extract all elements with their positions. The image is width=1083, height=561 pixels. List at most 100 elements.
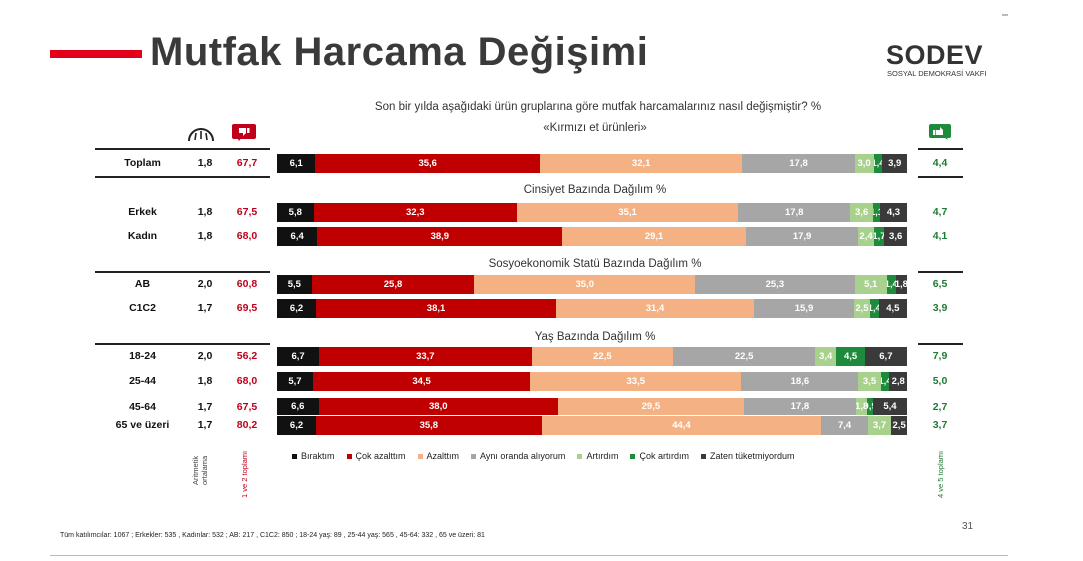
- negative-total: 56,2: [236, 350, 258, 362]
- corner-mark: [1002, 14, 1008, 16]
- bar-segment: 1,8: [855, 398, 868, 415]
- positive-total: 3,9: [932, 302, 948, 314]
- bar-segment: 6,4: [277, 227, 318, 246]
- header-rule-left: [95, 148, 270, 150]
- bar-segment: 35,0: [474, 275, 696, 294]
- row-label: Toplam: [124, 157, 161, 169]
- chart-legend: Bıraktım Çok azalttım Azalttım Aynı oranda …: [292, 449, 795, 463]
- positive-total: 3,7: [932, 419, 948, 431]
- row-label: 25-44: [129, 375, 156, 387]
- bar-segment: 6,1: [277, 154, 316, 173]
- bar-segment: 6,2: [277, 416, 317, 435]
- stacked-bar: 6,638,029,517,81,80,95,4: [277, 398, 907, 415]
- bar-segment: 18,6: [741, 372, 859, 391]
- legend-swatch: [630, 453, 636, 459]
- bar-segment: 35,1: [517, 203, 739, 222]
- group-rule-left: [95, 271, 270, 273]
- legend-item: Artırdım: [577, 449, 618, 463]
- sodev-logo: SODEV SOSYAL DEMOKRASİ VAKFI: [886, 40, 996, 80]
- legend-swatch: [292, 453, 297, 459]
- legend-item: Çok azalttım: [346, 449, 406, 463]
- legend-label: Zaten tüketmiyordum: [709, 451, 795, 461]
- negative-total: 68,0: [236, 375, 258, 387]
- survey-question: Son bir yılda aşağıdaki ürün gruplarına …: [374, 101, 822, 113]
- negative-total: 67,5: [236, 401, 258, 413]
- positive-total: 4,1: [932, 230, 948, 242]
- bar-segment: 6,7: [277, 347, 320, 366]
- negative-column-label: 1 ve 2 toplamı: [240, 450, 249, 498]
- stacked-bar: 5,7 34,5 33,5 18,6 3,5 1,4 2,8: [277, 372, 907, 391]
- legend-item: Aynı oranda alıyorum: [471, 449, 565, 463]
- row-label: 18-24: [129, 350, 156, 362]
- bar-segment: 25,3: [695, 275, 855, 294]
- bar-segment: 1,4: [880, 372, 890, 391]
- bar-segment: 2,5: [891, 416, 907, 435]
- bar-segment: 1,1: [872, 203, 880, 222]
- group-rule-left: [95, 176, 270, 178]
- stacked-bar: 6,1 35,6 32,1 17,8 3,0 1,4 3,9: [277, 154, 907, 173]
- bar-segment: 0,9: [867, 398, 873, 415]
- bar-segment: 38,1: [316, 299, 557, 318]
- bar-segment: 22,5: [673, 347, 816, 366]
- bar-segment: 5,7: [277, 372, 313, 391]
- mean-value: 1,8: [197, 206, 213, 218]
- bar-segment: 3,7: [867, 416, 892, 435]
- bar-segment: 25,8: [311, 275, 475, 294]
- row-label: 65 ve üzeri: [115, 419, 170, 431]
- legend-label: Çok artırdım: [639, 451, 689, 461]
- bar-segment: 4,3: [879, 203, 907, 222]
- logo-subtitle: SOSYAL DEMOKRASİ VAKFI: [887, 69, 987, 78]
- mean-column-label: Aritmetik ortalama: [191, 455, 209, 485]
- bar-segment: 1,8: [895, 275, 907, 294]
- legend-label: Çok azalttım: [355, 451, 406, 461]
- bar-segment: 6,7: [864, 347, 907, 366]
- bar-segment: 32,3: [313, 203, 518, 222]
- legend-label: Artırdım: [586, 451, 619, 461]
- mean-value: 2,0: [197, 278, 213, 290]
- row-label: Erkek: [128, 206, 157, 218]
- bar-segment: 5,5: [277, 275, 312, 294]
- bar-segment: 3,5: [858, 372, 881, 391]
- positive-total: 7,9: [932, 350, 948, 362]
- bar-segment: 2,4: [858, 227, 874, 246]
- stacked-bar: 5,5 25,8 35,0 25,3 5,1 1,4 1,8: [277, 275, 907, 294]
- bar-segment: 17,8: [738, 203, 851, 222]
- bar-segment: 3,6: [884, 227, 907, 246]
- negative-total: 67,5: [236, 206, 258, 218]
- row-label: 45-64: [129, 401, 156, 413]
- mean-value: 1,8: [197, 230, 213, 242]
- bar-segment: 35,8: [316, 416, 542, 435]
- bar-segment: 4,5: [836, 347, 865, 366]
- group-rule-left: [95, 343, 270, 345]
- thumbs-down-icon: [232, 124, 256, 141]
- logo-name: SODEV: [886, 40, 984, 70]
- legend-swatch: [417, 453, 423, 459]
- mean-value: 1,7: [197, 419, 213, 431]
- bar-segment: 7,4: [821, 416, 868, 435]
- legend-label: Azalttım: [426, 451, 460, 461]
- stacked-bar: 5,832,335,117,83,61,14,3: [277, 203, 907, 222]
- legend-item: Çok artırdım: [630, 449, 689, 463]
- thumbs-up-icon: [929, 124, 951, 140]
- legend-swatch: [577, 453, 583, 459]
- bar-segment: 34,5: [312, 372, 531, 391]
- title-accent-bar: [50, 50, 142, 58]
- group-rule-right: [918, 271, 963, 273]
- group-rule-right: [918, 343, 963, 345]
- page-title: Mutfak Harcama Değişimi: [150, 30, 649, 74]
- legend-item: Bıraktım: [292, 449, 335, 463]
- bar-segment: 44,4: [541, 416, 822, 435]
- stacked-bar: 6,7 33,7 22,5 22,5 3,4 4,5 6,7: [277, 347, 907, 366]
- legend-swatch: [346, 453, 352, 459]
- positive-total: 4,4: [932, 157, 948, 169]
- page-number: 31: [962, 521, 974, 532]
- row-label: C1C2: [129, 302, 156, 314]
- bar-segment: 1,7: [873, 227, 885, 246]
- bar-segment: 6,6: [277, 398, 319, 415]
- legend-swatch: [471, 453, 477, 459]
- bar-segment: 5,8: [277, 203, 314, 222]
- bar-segment: 1,4: [869, 299, 879, 318]
- legend-swatch: [700, 453, 706, 459]
- bar-segment: 5,1: [854, 275, 887, 294]
- bar-segment: 29,1: [562, 227, 746, 246]
